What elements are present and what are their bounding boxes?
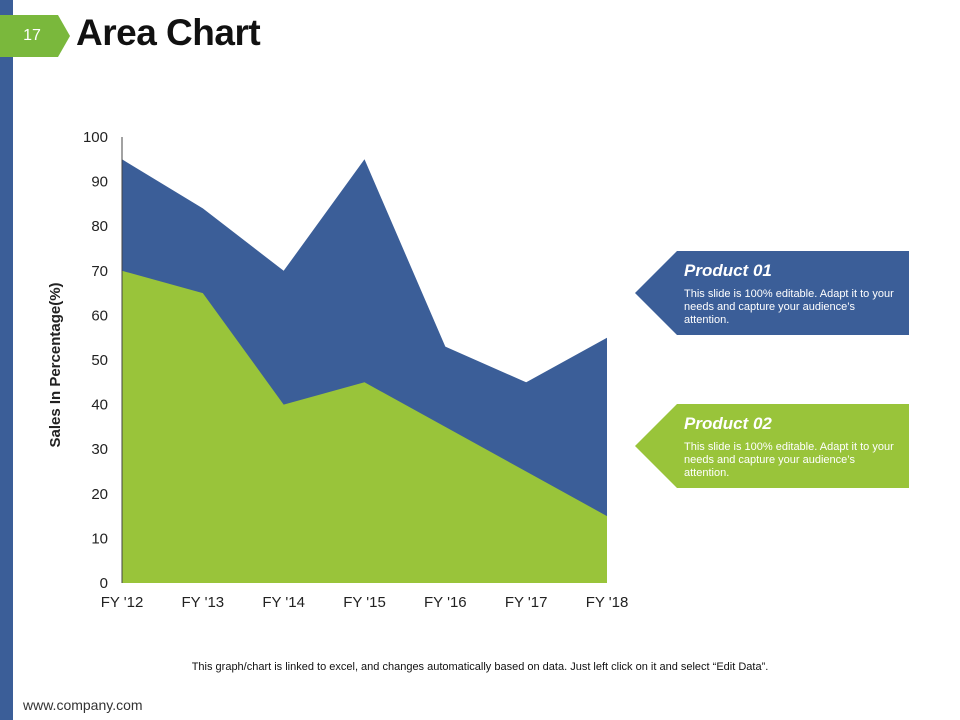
page-number-badge: 17 — [0, 15, 70, 57]
x-axis-ticks: FY '12 FY '13 FY '14 FY '15 FY '16 FY '17 FY '… — [101, 594, 629, 611]
y-axis-label: Sales In Percentage(%) — [47, 282, 64, 447]
x-tick-label: FY '15 — [343, 594, 386, 611]
area-series-product-02[interactable] — [122, 270, 607, 583]
footnote: This graph/chart is linked to excel, and… — [191, 661, 769, 673]
y-tick-label: 60 — [91, 307, 108, 324]
y-tick-label: 70 — [91, 263, 108, 280]
callout-shape — [635, 251, 909, 335]
y-axis-ticks: 0 10 20 30 40 50 60 70 80 90 100 — [83, 129, 108, 592]
callout-title: Product 02 — [684, 414, 772, 433]
x-tick-label: FY '14 — [262, 594, 305, 611]
website-url[interactable]: www.company.com — [23, 697, 143, 713]
chart-areas — [122, 159, 607, 584]
callout-shape — [635, 404, 909, 488]
x-tick-label: FY '18 — [586, 594, 629, 611]
y-tick-label: 50 — [91, 352, 108, 369]
callout-description: This slide is 100% editable. Adapt it to… — [684, 441, 894, 479]
y-tick-label: 30 — [91, 441, 108, 458]
x-tick-label: FY '17 — [505, 594, 548, 611]
callout-product-01: Product 01 This slide is 100% editable. … — [635, 251, 909, 335]
y-tick-label: 90 — [91, 174, 108, 191]
y-tick-label: 10 — [91, 530, 108, 547]
y-tick-label: 0 — [100, 575, 108, 592]
y-tick-label: 20 — [91, 486, 108, 503]
x-tick-label: FY '13 — [182, 594, 225, 611]
y-tick-label: 80 — [91, 218, 108, 235]
left-accent-bar — [0, 0, 13, 720]
callout-product-02: Product 02 This slide is 100% editable. … — [635, 404, 909, 488]
callout-title: Product 01 — [684, 261, 772, 280]
page-number: 17 — [23, 27, 41, 44]
badge-shape — [0, 15, 70, 57]
x-tick-label: FY '12 — [101, 594, 144, 611]
slide-title: Area Chart — [76, 12, 261, 53]
callout-description: This slide is 100% editable. Adapt it to… — [684, 288, 894, 326]
x-tick-label: FY '16 — [424, 594, 467, 611]
y-tick-label: 100 — [83, 129, 108, 146]
y-tick-label: 40 — [91, 397, 108, 414]
